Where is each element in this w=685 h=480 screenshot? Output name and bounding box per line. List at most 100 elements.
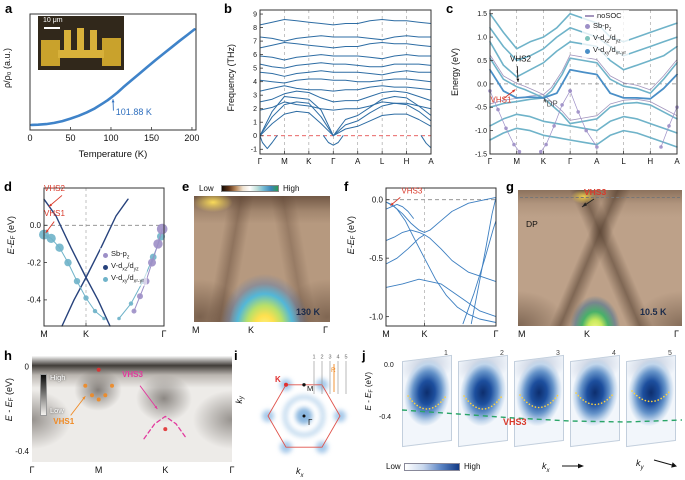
svg-text:-1.0: -1.0 xyxy=(475,128,487,135)
svg-text:-0.2: -0.2 xyxy=(27,258,41,267)
svg-text:M: M xyxy=(281,157,288,166)
panel-a-ylabel: ρ/ρ₀ (a.u.) xyxy=(2,48,12,88)
panel-e-xtick-M: M xyxy=(192,325,200,335)
cut-number-2: 2 xyxy=(320,355,323,361)
gold-electrode-pad xyxy=(41,40,60,66)
svg-text:Γ: Γ xyxy=(494,329,499,339)
scale-bar xyxy=(44,27,60,29)
svg-text:K: K xyxy=(421,329,427,339)
panel-g-arpes-map-10p5K xyxy=(518,190,682,326)
panel-a-ylabel-text: ρ/ρ₀ (a.u.) xyxy=(2,48,12,88)
gold-electrode-finger xyxy=(64,30,71,52)
svg-text:M: M xyxy=(95,465,103,475)
m-point-marker xyxy=(302,383,306,387)
legend-label: noSOC xyxy=(597,11,622,20)
panel-g-temperature: 10.5 K xyxy=(640,307,667,317)
panel-d-ylabel: E-EF (eV) xyxy=(6,216,17,255)
m-point-label: M xyxy=(307,384,313,393)
panel-d-label: d xyxy=(4,179,12,194)
panel-d-legend: Sb-pz V-dxz/dyz V-dxy/dx²-y² xyxy=(100,248,147,287)
k-point-marker xyxy=(284,382,288,387)
svg-text:VHS2: VHS2 xyxy=(44,184,65,193)
legend-line-swatch xyxy=(585,14,594,17)
gamma-point-marker xyxy=(302,414,306,418)
kx-axis-arrow xyxy=(562,463,584,469)
svg-text:Γ: Γ xyxy=(258,157,263,166)
svg-text:A: A xyxy=(428,157,434,166)
gold-electrode-finger xyxy=(90,30,97,52)
svg-text:1.5: 1.5 xyxy=(477,11,487,18)
svg-text:5: 5 xyxy=(253,66,257,73)
gold-electrode-pad xyxy=(102,38,121,66)
slab-number-4: 4 xyxy=(612,350,616,357)
svg-text:1.0: 1.0 xyxy=(477,35,487,42)
svg-text:Γ: Γ xyxy=(162,329,167,339)
slab-number-1: 1 xyxy=(444,350,448,357)
cut-number-3: 3 xyxy=(328,355,331,361)
legend-dot-swatch xyxy=(103,252,108,258)
svg-text:-1.5: -1.5 xyxy=(475,151,487,158)
colorbar-low-label: Low xyxy=(199,184,214,193)
legend-label: V-dxz/dyz xyxy=(111,261,139,273)
svg-text:-0.4: -0.4 xyxy=(15,447,29,456)
legend-label: V-dxy/dx²-y² xyxy=(111,273,144,285)
colorbar-low-label: Low xyxy=(386,462,401,471)
svg-text:Γ: Γ xyxy=(30,465,35,475)
svg-text:4: 4 xyxy=(253,79,257,86)
svg-text:Γ: Γ xyxy=(488,157,493,166)
legend-row-v-dxy-dx2y2: V-dxy/dx²-y² xyxy=(585,45,626,57)
vhs3-arrow xyxy=(581,198,595,208)
svg-text:3: 3 xyxy=(253,93,257,100)
legend-dot-swatch xyxy=(585,48,590,54)
colorbar-high-label: High xyxy=(464,462,481,471)
svg-text:VHS2: VHS2 xyxy=(510,54,531,63)
panel-c-label: c xyxy=(446,1,454,16)
panel-c-ylabel-text: Energy (eV) xyxy=(450,48,460,97)
panel-i-fermi-surface-map: 1 2 3 4 5 R K M Γ xyxy=(262,355,348,454)
sample-flake xyxy=(58,50,104,58)
legend-dot-swatch xyxy=(103,276,108,282)
svg-text:K: K xyxy=(83,329,89,339)
svg-text:A: A xyxy=(594,157,600,166)
band-marker-dots-4 xyxy=(575,392,615,406)
panel-j-kx-label: kx xyxy=(542,461,550,474)
legend-row-sb-pz: Sb-pz xyxy=(103,249,144,261)
legend-row-v-dxz-dyz: V-dxz/dyz xyxy=(585,33,626,45)
panel-c-legend: noSOC Sb-pz V-dxz/dyz V-dxy/dx²-y² xyxy=(582,10,629,59)
colorbar-high-label: High xyxy=(283,184,300,193)
svg-text:Γ: Γ xyxy=(568,157,573,166)
svg-text:-1.0: -1.0 xyxy=(369,312,383,321)
panel-b-ylabel-text: Frequency (THz) xyxy=(226,44,236,112)
svg-text:2: 2 xyxy=(253,106,257,113)
panel-b-ylabel: Frequency (THz) xyxy=(226,44,236,112)
svg-text:K: K xyxy=(306,157,312,166)
panel-b-phonon-chart: Γ M K Γ A L H A 9 8 7 6 5 4 3 2 1 0 -1 xyxy=(251,9,434,166)
band-marker-dots-3 xyxy=(519,394,559,409)
svg-text:100: 100 xyxy=(103,133,118,143)
slab-number-2: 2 xyxy=(500,350,504,357)
panel-g-xtick-M: M xyxy=(518,329,526,339)
panel-e-arpes-map-130K xyxy=(194,196,330,322)
panel-e-temperature: 130 K xyxy=(296,307,321,317)
svg-text:L: L xyxy=(621,157,626,166)
svg-text:0.0: 0.0 xyxy=(372,195,384,204)
svg-text:VHS1: VHS1 xyxy=(53,417,74,426)
panel-h-curvature-arpes-map xyxy=(32,356,232,462)
svg-text:150: 150 xyxy=(144,133,159,143)
svg-text:DP: DP xyxy=(547,99,558,108)
svg-text:VHS1: VHS1 xyxy=(491,96,512,105)
svg-text:9: 9 xyxy=(253,12,257,19)
panel-e-xtick-Gamma: Γ xyxy=(323,325,328,335)
svg-text:VHS1: VHS1 xyxy=(44,209,65,218)
panel-j-ky-label: ky xyxy=(636,458,644,471)
svg-text:M: M xyxy=(382,329,390,339)
svg-text:K: K xyxy=(541,157,547,166)
svg-text:Temperature (K): Temperature (K) xyxy=(79,149,148,160)
legend-label: Sb-pz xyxy=(593,20,612,33)
panel-a-resistivity-chart: 0 50 100 150 200 Temperature (K) 101.88 K xyxy=(27,13,199,160)
svg-text:M: M xyxy=(40,329,48,339)
svg-text:8: 8 xyxy=(253,25,257,32)
panel-e-label: e xyxy=(182,179,190,194)
svg-text:0.0: 0.0 xyxy=(30,221,42,230)
